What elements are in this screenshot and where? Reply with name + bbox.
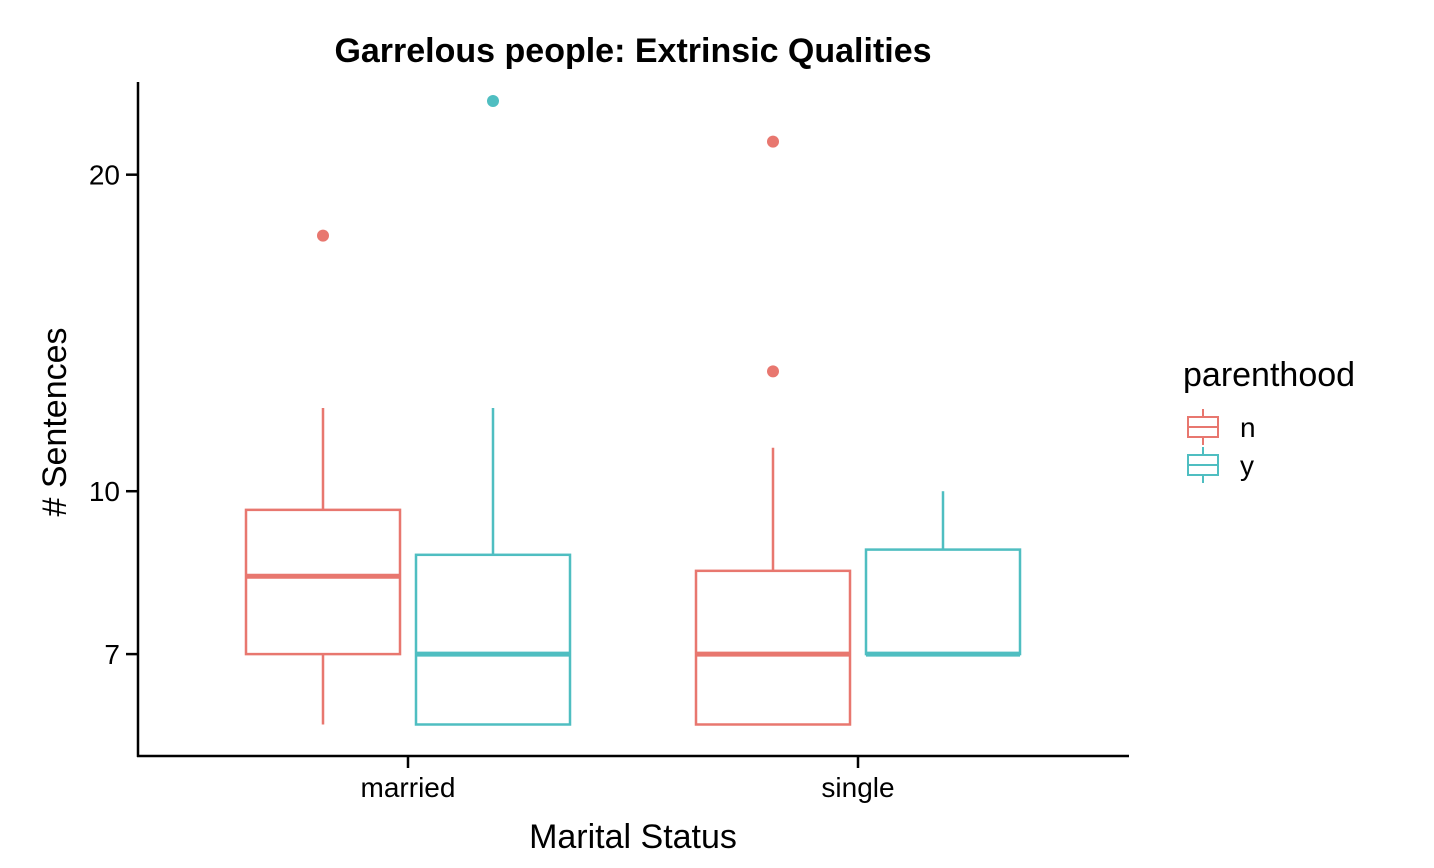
x-axis-title: Marital Status bbox=[529, 818, 737, 856]
box-iqr bbox=[414, 553, 572, 726]
x-tick-label: single bbox=[821, 772, 894, 803]
legend-key-n bbox=[1187, 409, 1219, 445]
legend-label-n: n bbox=[1240, 412, 1256, 443]
legend-key-y bbox=[1187, 447, 1219, 483]
x-tick-label: married bbox=[361, 772, 456, 803]
x-axis-ticks: married single bbox=[361, 756, 895, 803]
box-n-married bbox=[244, 229, 402, 725]
chart-title: Garrelous people: Extrinsic Qualities bbox=[334, 32, 931, 70]
box-y-married bbox=[414, 95, 572, 726]
outlier-point bbox=[317, 229, 329, 242]
legend: parenthood ny bbox=[1183, 356, 1355, 483]
outlier-point bbox=[767, 135, 779, 148]
box-y-single bbox=[864, 491, 1022, 657]
y-axis-ticks: 7 10 20 bbox=[89, 160, 138, 670]
outlier-point bbox=[487, 95, 499, 108]
y-tick-label: 20 bbox=[89, 160, 120, 191]
box-iqr bbox=[244, 508, 402, 656]
legend-label-y: y bbox=[1240, 450, 1254, 481]
y-tick-label: 7 bbox=[104, 639, 120, 670]
box-iqr bbox=[864, 548, 1022, 656]
y-tick-label: 10 bbox=[89, 476, 120, 507]
box-n-single bbox=[694, 135, 852, 726]
plot-area bbox=[244, 95, 1022, 726]
y-axis-title: # Sentences bbox=[36, 327, 74, 516]
legend-title: parenthood bbox=[1183, 356, 1355, 394]
box-iqr bbox=[694, 569, 852, 726]
outlier-point bbox=[767, 365, 779, 378]
